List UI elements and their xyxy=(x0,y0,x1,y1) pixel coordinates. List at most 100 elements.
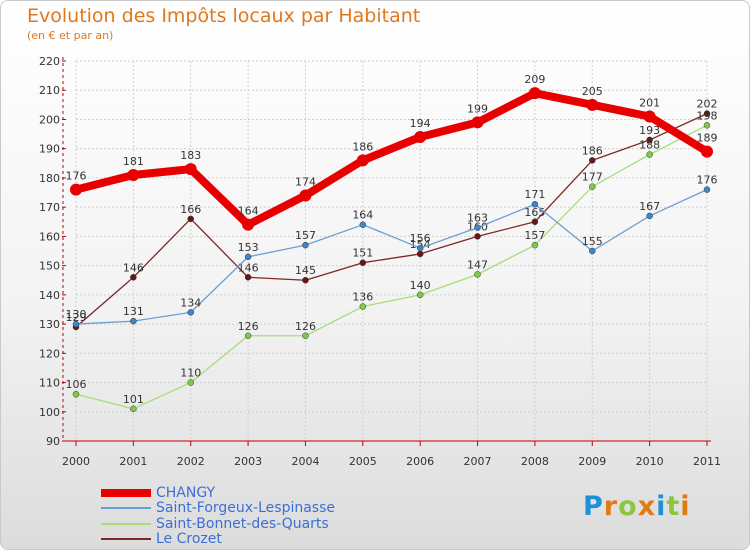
logo-letter: i xyxy=(680,491,691,522)
y-tick-label: 200 xyxy=(39,113,60,126)
series-point-3 xyxy=(244,274,252,281)
x-tick-label: 2011 xyxy=(693,455,721,468)
x-tick-label: 2007 xyxy=(464,455,492,468)
series-point-0 xyxy=(70,183,82,196)
series-point-2 xyxy=(703,122,711,129)
chart-title: Evolution des Impôts locaux par Habitant xyxy=(27,5,421,27)
data-label: 106 xyxy=(66,378,87,391)
y-tick-label: 170 xyxy=(39,201,60,214)
data-label: 126 xyxy=(295,320,316,333)
data-label: 101 xyxy=(123,393,144,406)
series-line-3 xyxy=(75,112,708,328)
data-label: 154 xyxy=(410,238,431,251)
series-point-1 xyxy=(646,212,653,220)
data-label: 194 xyxy=(410,117,431,130)
data-label: 193 xyxy=(639,124,660,137)
series-point-1 xyxy=(703,186,711,193)
x-tick-label: 2000 xyxy=(62,455,90,468)
logo-letter: o xyxy=(618,491,638,522)
data-label: 181 xyxy=(123,155,144,168)
y-tick-label: 140 xyxy=(39,289,60,302)
legend-label: Saint-Bonnet-des-Quarts xyxy=(156,515,329,532)
series-point-1 xyxy=(416,244,424,252)
x-tick-label: 2005 xyxy=(349,455,377,468)
series-point-3 xyxy=(703,110,711,117)
data-label: 189 xyxy=(697,132,718,145)
x-tick-label: 2009 xyxy=(578,455,606,468)
y-tick-label: 110 xyxy=(39,377,60,390)
data-label: 167 xyxy=(639,200,660,213)
data-label: 186 xyxy=(582,144,603,157)
y-tick-label: 120 xyxy=(39,347,60,360)
data-label: 126 xyxy=(238,320,259,333)
x-tick-label: 2002 xyxy=(177,455,205,468)
data-label: 146 xyxy=(238,261,259,274)
data-label: 176 xyxy=(66,170,87,183)
y-tick-label: 160 xyxy=(39,230,60,243)
series-point-1 xyxy=(589,247,596,255)
data-label: 183 xyxy=(180,149,201,162)
series-point-3 xyxy=(130,274,137,281)
y-tick-label: 100 xyxy=(39,406,60,419)
series-point-1 xyxy=(302,241,309,249)
logo-letter: P xyxy=(583,491,604,522)
data-label: 186 xyxy=(352,140,373,153)
y-tick-label: 130 xyxy=(39,318,60,331)
series-point-2 xyxy=(646,151,653,158)
legend-item: CHANGY xyxy=(101,485,335,501)
data-label: 136 xyxy=(352,291,373,304)
data-label: 145 xyxy=(295,264,316,277)
data-label: 110 xyxy=(180,367,201,380)
series-point-0 xyxy=(643,110,656,123)
series-point-2 xyxy=(244,332,252,340)
series-point-2 xyxy=(416,291,424,299)
series-point-2 xyxy=(589,183,596,190)
series-point-3 xyxy=(531,218,539,226)
chart-subtitle: (en € et par an) xyxy=(27,29,114,42)
data-label: 134 xyxy=(180,296,201,309)
data-label: 140 xyxy=(410,279,431,292)
series-point-0 xyxy=(471,116,484,129)
series-point-0 xyxy=(127,169,140,181)
series-point-1 xyxy=(244,253,252,261)
series-point-0 xyxy=(184,163,197,176)
series-point-3 xyxy=(302,276,309,284)
data-label: 131 xyxy=(123,305,144,318)
series-point-2 xyxy=(531,241,539,249)
data-label: 130 xyxy=(66,308,87,321)
series-point-0 xyxy=(414,131,427,143)
data-label: 201 xyxy=(639,97,660,110)
series-point-1 xyxy=(474,224,481,231)
series-point-0 xyxy=(528,87,541,100)
legend-swatch xyxy=(101,538,151,541)
data-label: 151 xyxy=(352,247,373,260)
series-point-3 xyxy=(589,157,596,164)
data-label: 166 xyxy=(180,203,201,216)
data-label: 176 xyxy=(697,174,718,187)
series-point-3 xyxy=(359,259,367,266)
series-point-3 xyxy=(474,233,481,240)
y-tick-label: 150 xyxy=(39,260,60,273)
logo-letter: r xyxy=(603,491,619,522)
legend-label: Saint-Forgeux-Lespinasse xyxy=(156,500,335,517)
series-point-0 xyxy=(701,145,713,158)
legend-item: Le Crozet xyxy=(101,531,335,547)
series-point-1 xyxy=(359,221,367,228)
x-tick-label: 2004 xyxy=(291,455,319,468)
data-label: 147 xyxy=(467,258,488,271)
series-point-2 xyxy=(359,303,367,310)
data-label: 174 xyxy=(295,175,316,188)
legend-item: Saint-Bonnet-des-Quarts xyxy=(101,516,335,532)
data-label: 198 xyxy=(697,109,718,122)
legend-swatch xyxy=(101,522,151,525)
chart-legend: CHANGY Saint-Forgeux-Lespinasse Saint-Bonn… xyxy=(101,485,335,547)
series-point-0 xyxy=(242,218,255,231)
x-tick-label: 2006 xyxy=(406,455,434,468)
x-tick-label: 2003 xyxy=(234,455,262,468)
proxiti-logo: Proxiti xyxy=(583,491,691,522)
series-point-2 xyxy=(474,271,481,278)
series-point-2 xyxy=(302,332,309,340)
data-label: 209 xyxy=(524,73,545,86)
